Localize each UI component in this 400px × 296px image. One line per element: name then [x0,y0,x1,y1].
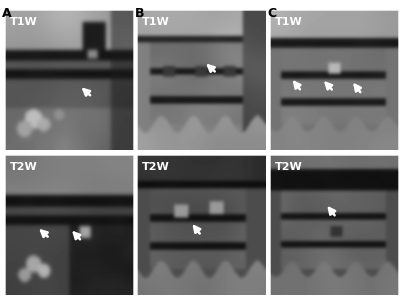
Text: T2W: T2W [10,162,38,172]
Text: B: B [135,7,145,20]
Text: T1W: T1W [10,17,38,27]
Text: A: A [2,7,12,20]
Text: T1W: T1W [275,17,302,27]
Text: T2W: T2W [142,162,170,172]
Text: T2W: T2W [275,162,302,172]
Text: C: C [267,7,276,20]
Text: T1W: T1W [142,17,170,27]
